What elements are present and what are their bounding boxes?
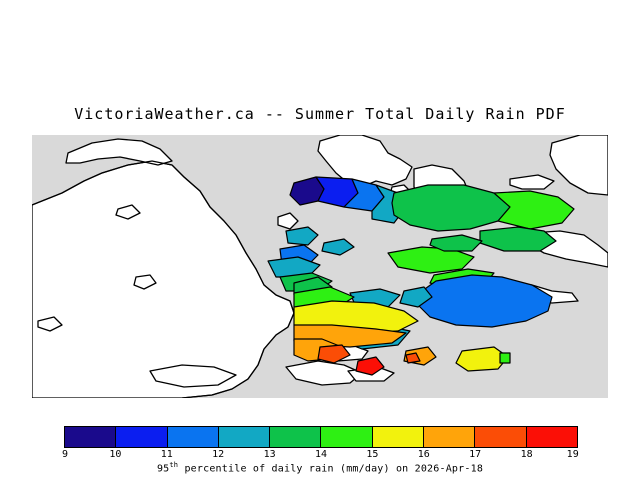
colorbar-tick-11: 11 [160,449,173,460]
colorbar-tick-17: 17 [469,449,482,460]
region-left-teal-patch [267,256,321,278]
region-right-green-3 [479,226,557,252]
colorbar-band-15-16 [372,427,425,447]
region-central-green [391,184,511,232]
land-islet-m2 [115,204,141,220]
region-east-blue-islet [399,286,433,308]
region-sw-deep-orange [317,344,351,364]
land-island-cluster-a [317,135,413,188]
colorbar-tick-13: 13 [263,449,276,460]
colorbar-band-14-15 [321,427,373,447]
region-right-green-1 [387,246,475,274]
colorbar-tick-14: 14 [314,449,328,460]
region-orange-islet-core [405,352,421,364]
region-yellow-islet [455,346,509,372]
map-canvas [32,135,608,398]
colorbar-band-9-10 [65,427,117,447]
land-thin-island-ne [509,174,555,190]
colorbar [64,426,582,452]
colorbar-band-12-13 [218,427,271,447]
colorbar-band-16-17 [424,427,476,447]
colorbar-tick-19: 19 [566,449,579,460]
region-red-islet [355,356,385,376]
colorbar-band-13-14 [270,427,322,447]
map-panel [32,135,608,398]
land-nw-peninsula [65,138,173,166]
colorbar-band-11-12 [167,427,219,447]
precip-regions [267,176,575,376]
colorbar-tick-16: 16 [417,449,430,460]
colorbar-band-18-19 [526,427,577,447]
colorbar-band-10-11 [116,427,168,447]
region-yellow-islet-edge [499,352,511,364]
region-right-green-4 [429,234,483,252]
region-teal-islet-2 [321,238,355,256]
land-upper-right [549,135,608,196]
colorbar-tick-9: 9 [62,449,69,460]
caption-ordinal-suffix: th [169,461,179,469]
colorbar-tick-10: 10 [109,449,122,460]
region-teal-islet-1 [285,226,319,246]
coastline-overlay [32,160,295,398]
colorbar-ticks: 9 10 11 12 13 14 15 16 17 18 19 [62,449,579,463]
colorbar-band-17-18 [475,427,527,447]
colorbar-tick-15: 15 [366,449,379,460]
land-islet-m3 [133,274,157,290]
colorbar-tick-18: 18 [520,449,533,460]
land-islet-s3 [149,364,237,388]
colorbar-bands [64,426,578,448]
colorbar-tick-12: 12 [212,449,225,460]
colorbar-caption: 95th percentile of daily rain (mm/day) o… [156,461,484,475]
figure-title: VictoriaWeather.ca -- Summer Total Daily… [74,105,566,123]
region-central-bright-green [493,190,575,230]
land-islet-m1 [277,212,299,230]
land-islet-m4 [37,316,63,332]
